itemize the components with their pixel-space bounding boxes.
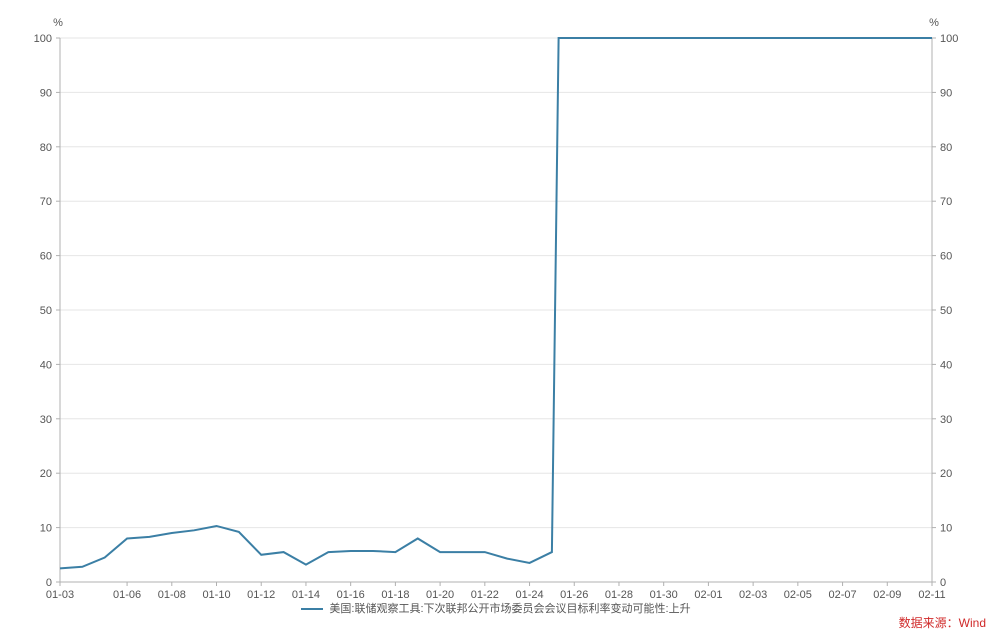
y-tick-label-right: 100 (940, 33, 958, 45)
line-chart: 0 0 10 10 20 20 30 30 40 40 50 50 60 60 70 70 80 80 90 90 10… (0, 0, 992, 633)
legend-swatch (301, 608, 323, 610)
y-tick-label-left: 30 (40, 414, 52, 426)
y-tick-label-left: 50 (40, 305, 52, 317)
y-tick-label-right: 20 (940, 468, 952, 480)
y-tick-label-right: 70 (940, 196, 952, 208)
y-tick-label-left: 40 (40, 359, 52, 371)
y-unit-left: % (53, 17, 63, 29)
y-tick-label-left: 100 (34, 33, 52, 45)
y-tick-label-left: 0 (46, 577, 52, 589)
y-tick-label-left: 70 (40, 196, 52, 208)
y-tick-label-right: 60 (940, 251, 952, 263)
legend: 美国:联储观察工具:下次联邦公开市场委员会会议目标利率变动可能性:上升 (0, 600, 992, 616)
y-tick-label-right: 10 (940, 523, 952, 535)
y-unit-right: % (929, 17, 939, 29)
y-tick-label-right: 50 (940, 305, 952, 317)
data-source: 数据来源：Wind (899, 614, 986, 631)
y-tick-label-right: 30 (940, 414, 952, 426)
y-tick-label-left: 90 (40, 87, 52, 99)
y-tick-label-right: 90 (940, 87, 952, 99)
source-text: 数据来源：Wind (899, 616, 986, 630)
y-tick-label-left: 80 (40, 142, 52, 154)
y-tick-label-right: 0 (940, 577, 946, 589)
legend-label: 美国:联储观察工具:下次联邦公开市场委员会会议目标利率变动可能性:上升 (329, 603, 690, 615)
y-tick-label-left: 60 (40, 251, 52, 263)
y-tick-label-right: 40 (940, 359, 952, 371)
y-tick-label-right: 80 (940, 142, 952, 154)
y-tick-label-left: 10 (40, 523, 52, 535)
chart-container: 0 0 10 10 20 20 30 30 40 40 50 50 60 60 70 70 80 80 90 90 10… (0, 0, 992, 633)
y-tick-label-left: 20 (40, 468, 52, 480)
